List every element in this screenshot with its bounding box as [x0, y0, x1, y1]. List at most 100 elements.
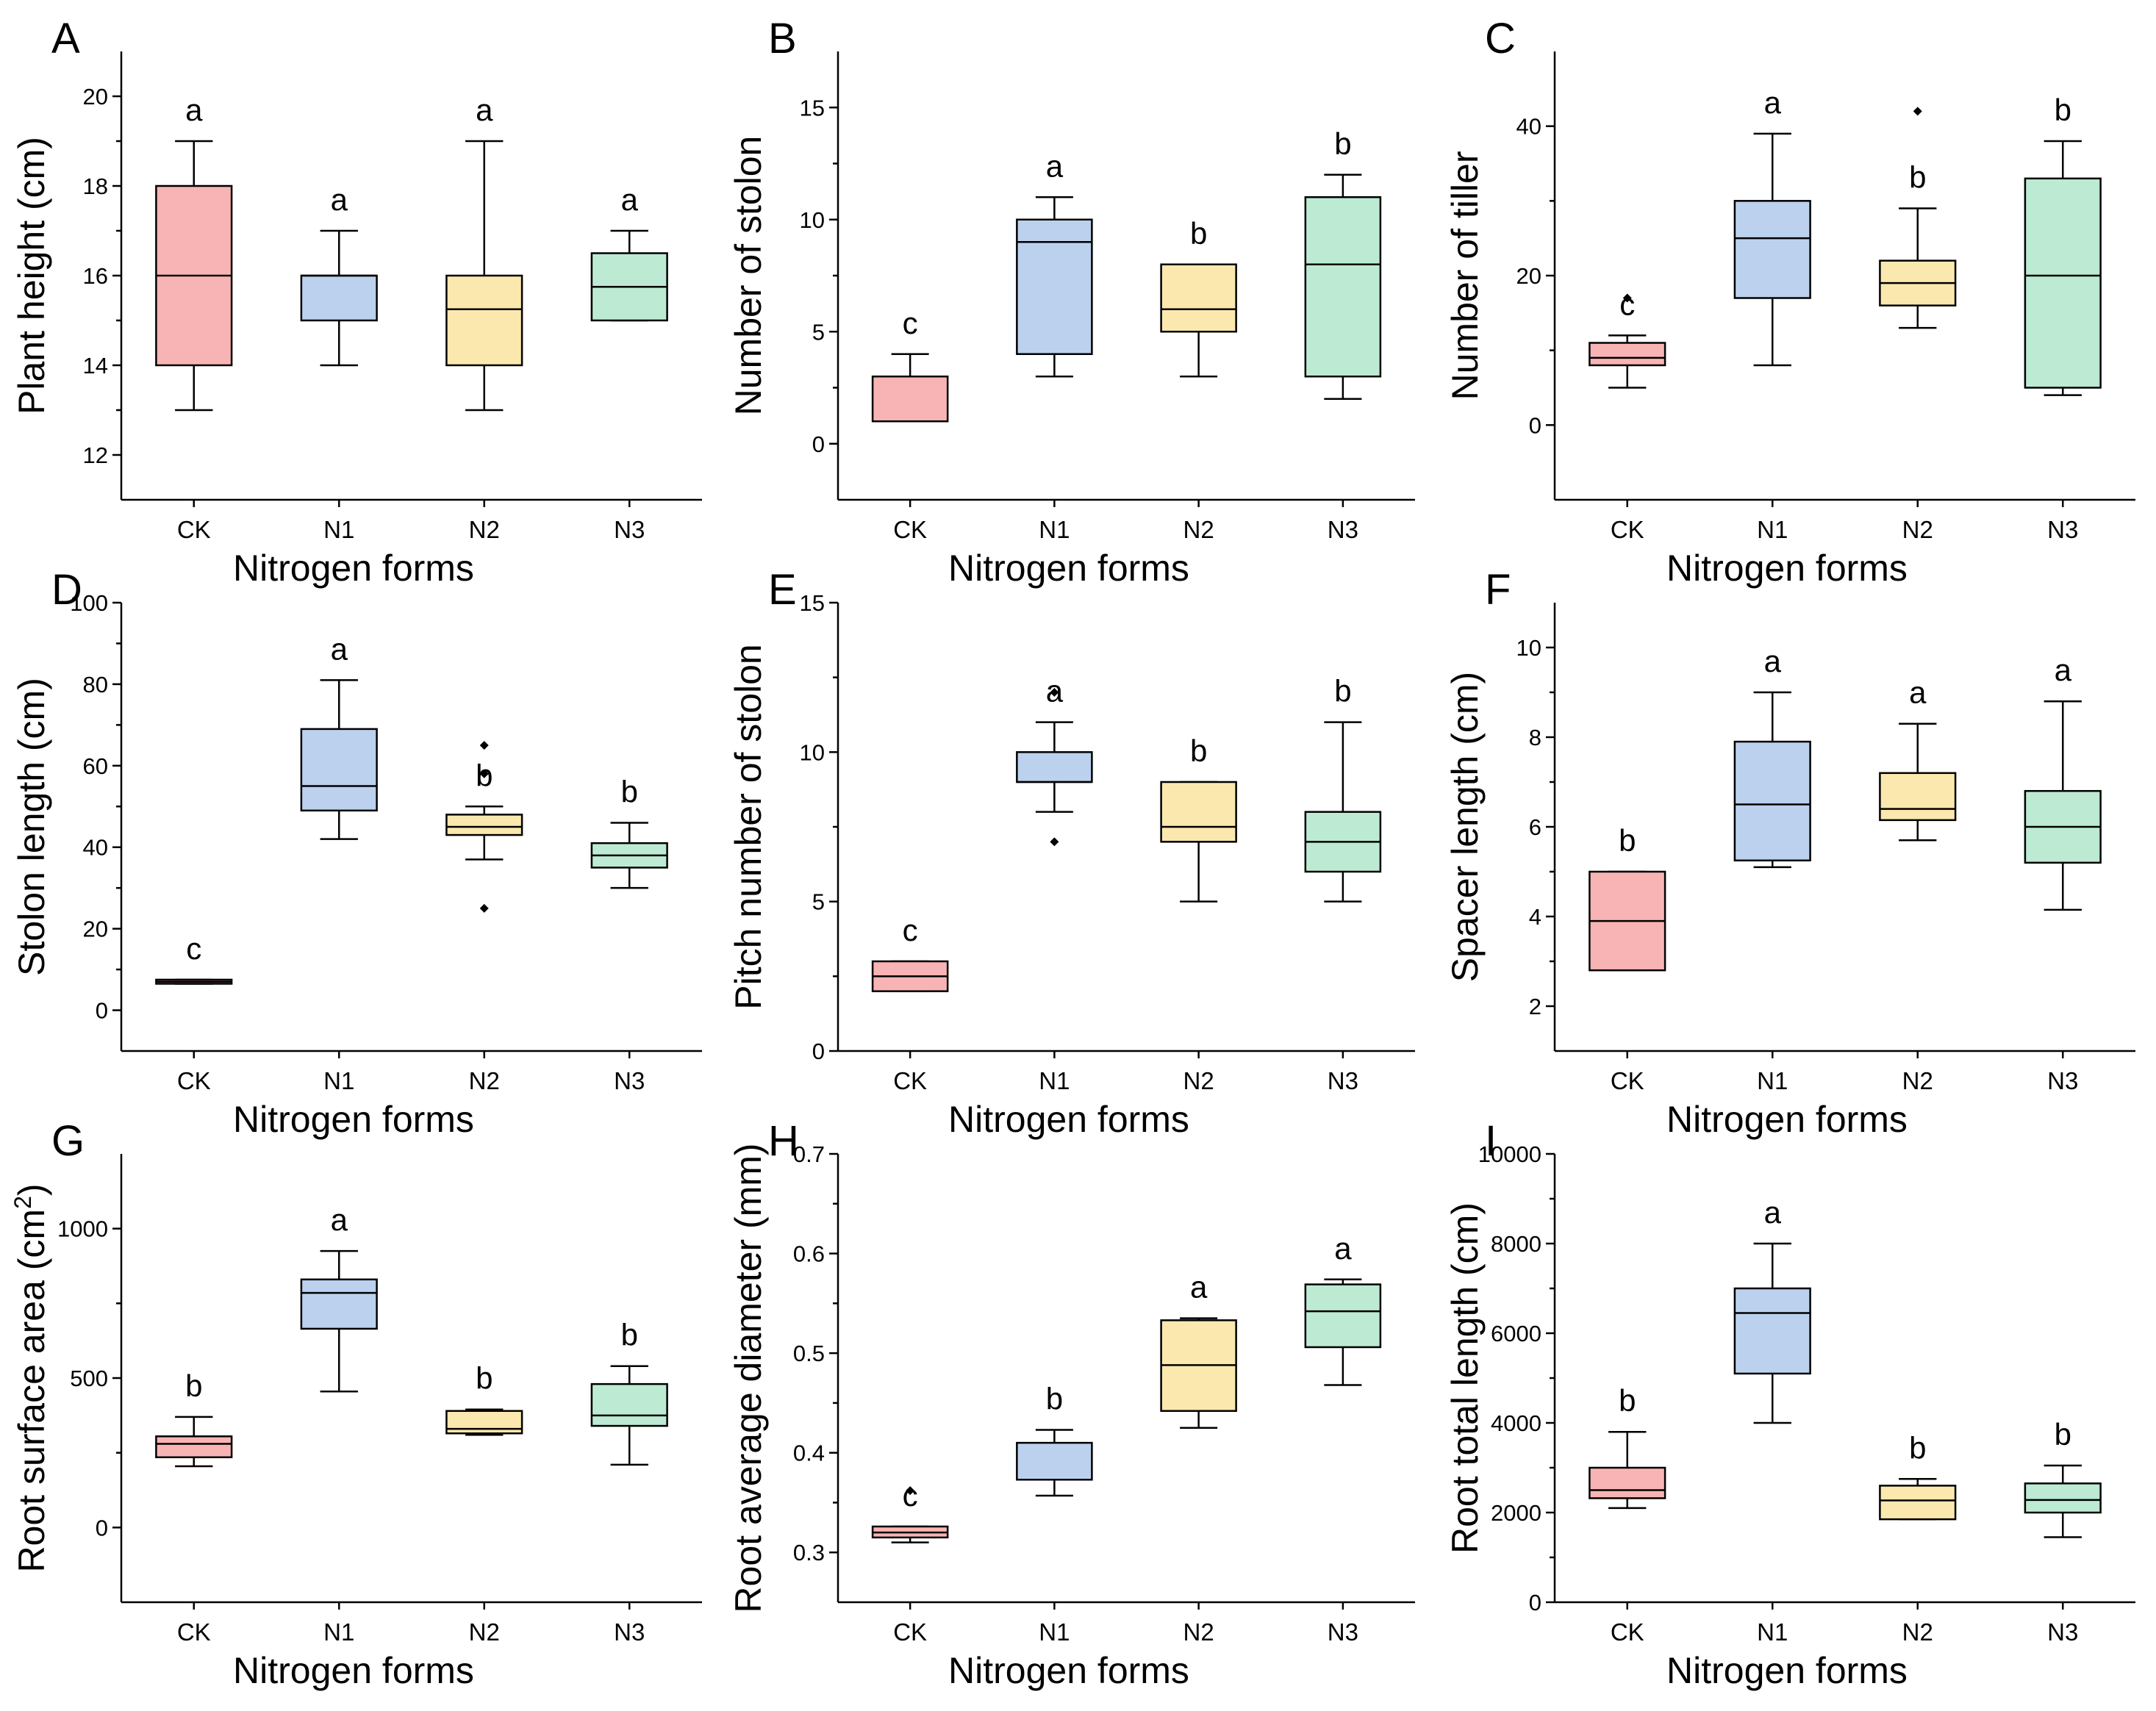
- box-n3: a: [1304, 1231, 1382, 1386]
- y-tick-label: 16: [83, 263, 108, 289]
- significance-letter: b: [476, 758, 493, 792]
- y-tick-label: 0: [96, 998, 108, 1024]
- iqr-box: [1016, 1441, 1093, 1481]
- x-tick-label: CK: [177, 1067, 211, 1094]
- significance-letter: b: [1619, 1383, 1636, 1418]
- x-tick-label: CK: [1611, 516, 1644, 543]
- x-tick-label: N3: [1328, 516, 1358, 543]
- panel-a: 12 14 16 18 20 CK N1 N2 N3 Nitrogen forms Plant he…: [11, 15, 702, 589]
- iqr-box: [445, 1410, 523, 1435]
- panel-b: 0 5 10 15 CK N1 N2 N3 Nitrogen forms Number of st…: [728, 15, 1415, 589]
- panel-label: C: [1485, 15, 1516, 62]
- x-tick-label: N2: [469, 1618, 500, 1646]
- significance-letter: b: [2055, 1417, 2071, 1452]
- box-n3: b: [590, 1318, 668, 1466]
- significance-letter: c: [903, 306, 918, 340]
- iqr-box: [300, 728, 378, 812]
- y-tick-label: 5: [812, 319, 825, 345]
- y-axis-title: Root average diameter (mm): [728, 1143, 769, 1613]
- iqr-box: [1879, 772, 1957, 822]
- box-n1: a: [1016, 674, 1093, 847]
- x-tick-label: N3: [1328, 1067, 1358, 1094]
- box-ck: c: [871, 913, 949, 992]
- y-tick-label: 60: [83, 753, 108, 779]
- iqr-box: [2024, 177, 2102, 389]
- x-tick-label: N3: [2047, 1067, 2078, 1094]
- y-tick-label: 100: [70, 590, 108, 616]
- y-tick-label: 20: [83, 84, 108, 110]
- y-tick-label: 15: [800, 590, 825, 616]
- box-ck: c: [871, 306, 949, 423]
- significance-letter: b: [621, 774, 638, 808]
- x-tick-label: N1: [1039, 516, 1070, 543]
- x-tick-label: N3: [614, 516, 645, 543]
- box-n2: a: [1160, 1270, 1237, 1430]
- x-tick-label: N1: [1039, 1067, 1070, 1094]
- box-n3: a: [590, 182, 668, 322]
- y-axis-title: Root total length (cm): [1444, 1202, 1486, 1554]
- outlier-point: [906, 1486, 915, 1496]
- iqr-box: [1879, 1485, 1957, 1521]
- significance-letter: a: [1190, 1270, 1208, 1305]
- iqr-box: [1016, 751, 1093, 783]
- outlier-point: [1913, 107, 1922, 116]
- y-tick-label: 10: [1516, 635, 1541, 661]
- box-n1: a: [1016, 148, 1093, 378]
- box-ck: b: [1589, 823, 1666, 972]
- x-axis-title: Nitrogen forms: [1666, 1650, 1908, 1691]
- panel-d: 0 20 40 60 80 100 CK N1 N2 N3 Nitrogen forms Stolon…: [11, 566, 702, 1140]
- x-tick-label: CK: [1611, 1618, 1644, 1646]
- y-tick-label: 0: [812, 1039, 825, 1064]
- x-tick-label: N2: [469, 1067, 500, 1094]
- y-tick-label: 14: [83, 353, 108, 379]
- outlier-point: [1622, 293, 1632, 303]
- x-tick-label: CK: [893, 1067, 927, 1094]
- box-ck: b: [155, 1369, 233, 1468]
- significance-letter: a: [331, 182, 348, 217]
- box-ck: a: [155, 93, 233, 412]
- box-n3: b: [590, 774, 668, 889]
- box-n2: b: [1879, 107, 1957, 329]
- box-n1: a: [300, 631, 378, 840]
- significance-letter: b: [1909, 160, 1926, 195]
- box-n1: a: [1733, 1195, 1811, 1424]
- x-tick-label: CK: [893, 516, 927, 543]
- iqr-box: [2024, 1482, 2102, 1514]
- significance-letter: c: [903, 913, 918, 947]
- significance-letter: a: [331, 1202, 348, 1237]
- significance-letter: b: [476, 1361, 493, 1396]
- y-tick-label: 18: [83, 173, 108, 199]
- x-axis-title: Nitrogen forms: [948, 1650, 1189, 1691]
- y-tick-label: 40: [1516, 114, 1541, 140]
- x-tick-label: CK: [177, 516, 211, 543]
- significance-letter: a: [1909, 675, 1927, 710]
- panel-i: 0 2000 4000 6000 8000 10000 CK N1 N2 N3 Nitrogen f…: [1444, 1117, 2135, 1691]
- y-tick-label: 0.3: [793, 1540, 825, 1565]
- outlier-point: [479, 741, 489, 750]
- box-n1: a: [1733, 644, 1811, 869]
- x-tick-label: N1: [323, 1067, 354, 1094]
- y-tick-label: 0: [1529, 1590, 1541, 1615]
- x-tick-label: N1: [1757, 1618, 1788, 1646]
- x-tick-label: N1: [1757, 1067, 1788, 1094]
- iqr-box: [155, 1435, 233, 1459]
- y-tick-label: 8: [1529, 725, 1541, 750]
- panel-label: B: [768, 15, 797, 62]
- significance-letter: c: [903, 1478, 918, 1513]
- significance-letter: a: [185, 93, 203, 127]
- iqr-box: [1304, 196, 1382, 378]
- significance-letter: a: [1764, 1195, 1782, 1230]
- iqr-box: [1733, 1287, 1811, 1375]
- significance-letter: c: [186, 931, 201, 966]
- significance-letter: c: [1619, 287, 1635, 321]
- iqr-box: [871, 376, 949, 423]
- iqr-box: [445, 814, 523, 836]
- box-n3: b: [2024, 93, 2102, 396]
- significance-letter: b: [1334, 674, 1351, 709]
- panel-h: 0.3 0.4 0.5 0.6 0.7 CK N1 N2 N3 Nitrogen forms Roo…: [728, 1117, 1415, 1691]
- significance-letter: a: [621, 182, 639, 217]
- y-tick-label: 20: [1516, 263, 1541, 289]
- y-tick-label: 6: [1529, 814, 1541, 840]
- iqr-box: [1589, 1466, 1666, 1499]
